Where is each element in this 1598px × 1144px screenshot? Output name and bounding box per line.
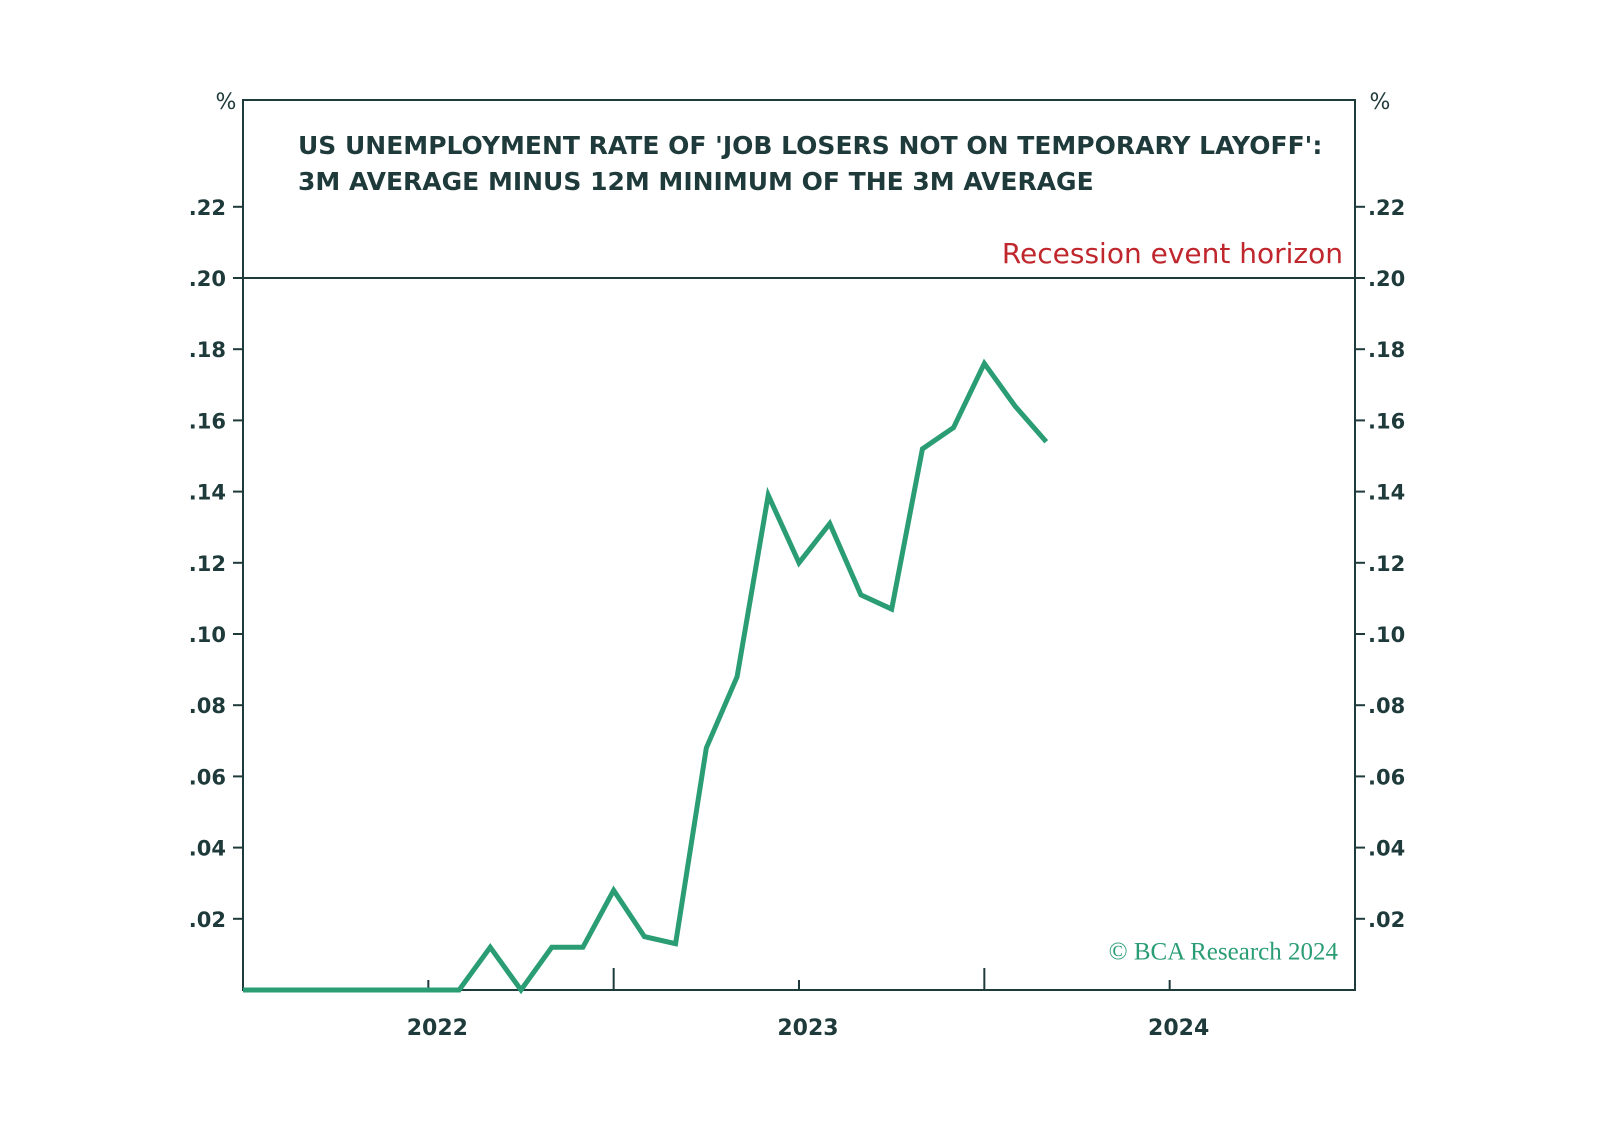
y2-tick-label: .14 [1368, 481, 1405, 505]
y-tick-label: .02 [189, 908, 226, 932]
y2-tick-label: .20 [1368, 267, 1405, 291]
y2-tick-label: .02 [1368, 908, 1405, 932]
y2-tick-label: .12 [1368, 552, 1405, 576]
x-tick-label: 2024 [1148, 1016, 1209, 1041]
y-tick-label: .08 [189, 694, 226, 718]
y2-tick-label: .06 [1368, 765, 1405, 789]
x-tick-label: 2023 [777, 1016, 838, 1041]
y-tick-label: .18 [189, 338, 226, 362]
chart-title: US UNEMPLOYMENT RATE OF 'JOB LOSERS NOT … [298, 131, 1322, 160]
y2-tick-label: .08 [1368, 694, 1405, 718]
y-tick-label: .10 [189, 623, 226, 647]
threshold-label: Recession event horizon [1002, 237, 1343, 270]
y2-tick-label: .10 [1368, 623, 1405, 647]
y2-tick-label: .22 [1368, 196, 1405, 220]
y2-tick-label: .18 [1368, 338, 1405, 362]
chart-title: 3M AVERAGE MINUS 12M MINIMUM OF THE 3M A… [298, 167, 1094, 196]
y2-tick-label: .04 [1368, 837, 1405, 861]
y-tick-label: .16 [189, 409, 226, 433]
y-unit: % [216, 90, 237, 115]
x-tick-label: 2022 [407, 1016, 468, 1041]
y2-tick-label: .16 [1368, 409, 1405, 433]
plot-frame [242, 99, 1356, 991]
y2-unit: % [1370, 90, 1391, 115]
y-tick-label: .04 [189, 837, 226, 861]
source-note: © BCA Research 2024 [1109, 939, 1339, 966]
data-line [243, 358, 1049, 995]
y-tick-label: .14 [189, 481, 226, 505]
y-tick-label: .06 [189, 765, 226, 789]
y-tick-label: .12 [189, 552, 226, 576]
y-tick-label: .22 [189, 196, 226, 220]
y-tick-label: .20 [189, 267, 226, 291]
